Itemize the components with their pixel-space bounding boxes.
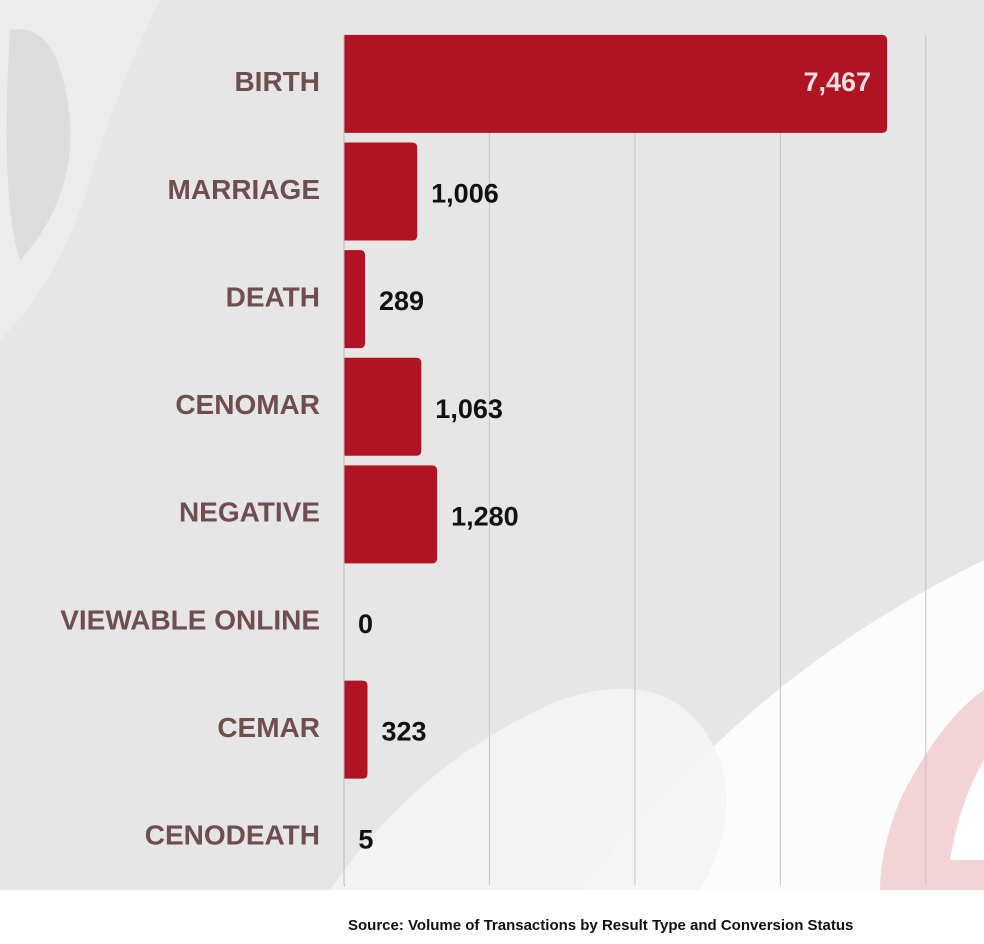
data-label: 1,063 — [435, 394, 503, 424]
data-label: 289 — [379, 286, 424, 316]
y-tick-label: NEGATIVE — [179, 497, 320, 528]
bar — [344, 465, 437, 563]
y-tick-label: MARRIAGE — [168, 174, 320, 205]
data-label: 323 — [381, 717, 426, 747]
bar — [344, 681, 367, 779]
y-tick-label: CEMAR — [217, 712, 320, 743]
bar — [344, 142, 417, 240]
y-tick-label: CENODEATH — [145, 820, 320, 851]
bar — [344, 250, 365, 348]
source-note: Source: Volume of Transactions by Result… — [348, 917, 853, 934]
data-label: 5 — [358, 824, 373, 854]
data-label: 1,280 — [451, 501, 519, 531]
bar — [344, 358, 421, 456]
y-tick-label: DEATH — [226, 281, 320, 312]
y-tick-label: BIRTH — [234, 66, 320, 97]
chart: BIRTH 7,467 MARRIAGE 1,006 DEATH 289 CENOMAR 1,… — [0, 0, 984, 944]
y-tick-label: VIEWABLE ONLINE — [60, 604, 320, 635]
y-tick-label: CENOMAR — [175, 389, 320, 420]
data-label: 1,006 — [431, 179, 499, 209]
data-label: 0 — [358, 609, 373, 639]
data-label: 7,467 — [803, 67, 871, 97]
